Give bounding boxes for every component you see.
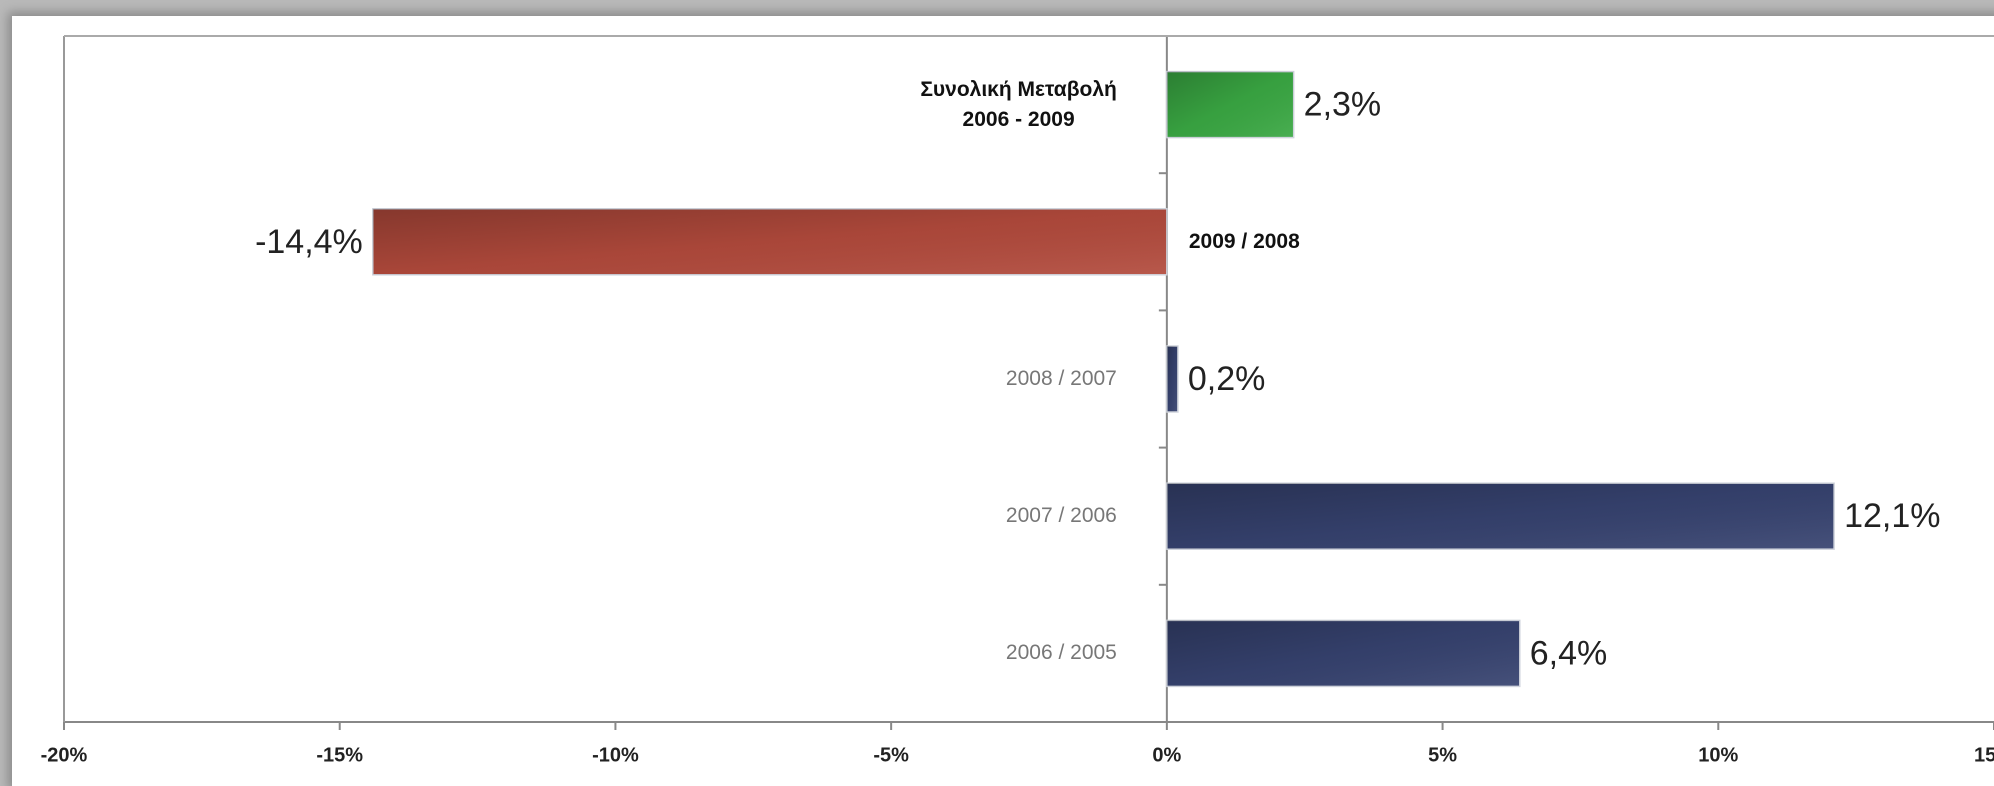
category-label: 2007 / 2006 — [1005, 504, 1117, 528]
category-label: 2006 / 2005 — [1005, 641, 1117, 665]
value-label: 12,1% — [1844, 497, 1940, 535]
x-tick-label: 5% — [1428, 744, 1457, 766]
bar-shade — [1166, 620, 1520, 687]
bar-shade — [372, 208, 1167, 275]
bar-shade — [1166, 71, 1294, 138]
bar-shade — [1166, 346, 1178, 412]
category-label: 2009 / 2008 — [1188, 229, 1300, 253]
x-tick-label: -5% — [873, 744, 909, 766]
value-label: -14,4% — [255, 223, 363, 261]
value-label: 2,3% — [1304, 86, 1382, 124]
category-label: 2008 / 2007 — [1005, 367, 1117, 390]
value-label: 6,4% — [1530, 634, 1608, 672]
x-tick-label: 10% — [1698, 744, 1738, 766]
x-tick-label: 0% — [1152, 744, 1181, 766]
category-label: Συνολική Μεταβολή 2006 - 2009 — [920, 77, 1117, 131]
x-tick-label: 15% — [1974, 744, 1994, 766]
value-label: 0,2% — [1188, 360, 1266, 398]
bar-shade — [1166, 483, 1835, 550]
x-tick-label: -20% — [41, 744, 88, 766]
x-tick-label: -10% — [592, 744, 639, 766]
chart-frame — [12, 16, 1994, 786]
x-tick-label: -15% — [316, 744, 363, 766]
